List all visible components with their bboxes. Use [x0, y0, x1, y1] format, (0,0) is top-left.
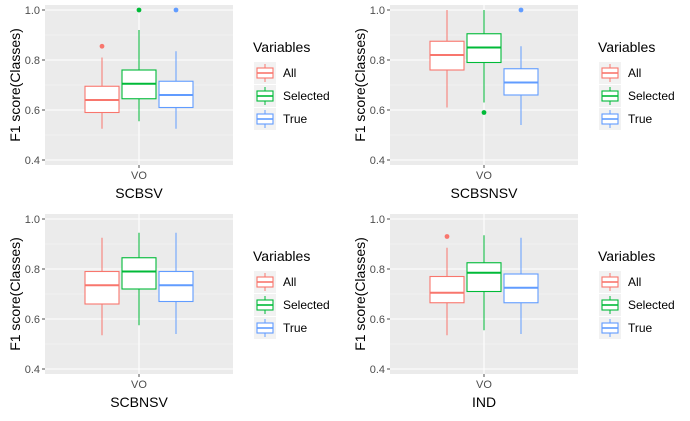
box-selected [121, 7, 157, 122]
box-all [84, 43, 120, 129]
legend: Variables All Selected True [598, 248, 675, 339]
y-tick-label: 0.6 [370, 314, 385, 326]
box-iqr [429, 275, 465, 304]
chart-panel-2: 0.4 0.6 0.8 1.0 VO SCBSNSV F1 score(Classes) Va… [352, 5, 675, 201]
y-tick-label: 0.8 [25, 264, 40, 276]
y-tick-label: 1.0 [25, 5, 40, 17]
legend-label-all: All [283, 66, 296, 80]
box-true [503, 7, 539, 125]
x-tick-label: VO [476, 170, 492, 182]
x-axis-title: IND [472, 394, 496, 410]
x-tick-label: VO [131, 170, 147, 182]
y-tick-label: 0.6 [25, 314, 40, 326]
box-all [429, 10, 465, 108]
box-true [503, 237, 539, 334]
y-axis-title: F1 score(Classes) [352, 28, 368, 142]
chart-panel-1: 0.4 0.6 0.8 1.0 VO SCBSV F1 score(Classes) Vari… [7, 5, 330, 201]
y-tick-label: 0.4 [370, 155, 385, 167]
legend-label-selected: Selected [628, 89, 675, 103]
legend-title: Variables [598, 248, 655, 264]
box-true [158, 7, 194, 129]
legend-label-true: True [628, 321, 653, 335]
box-selected [466, 235, 502, 331]
y-tick-label: 0.6 [25, 105, 40, 117]
legend-label-all: All [628, 275, 641, 289]
outlier-point [481, 110, 487, 115]
legend-label-all: All [628, 66, 641, 80]
box-all [429, 234, 465, 336]
y-tick-label: 0.8 [25, 55, 40, 67]
legend: Variables All Selected True [253, 39, 330, 130]
legend-label-selected: Selected [283, 89, 330, 103]
x-tick-label: VO [131, 379, 147, 391]
box-selected [466, 10, 502, 115]
outlier-point [136, 7, 142, 13]
y-tick-label: 0.4 [25, 155, 40, 167]
legend-title: Variables [598, 39, 655, 55]
box-iqr [121, 257, 157, 290]
legend-label-selected: Selected [628, 298, 675, 312]
y-tick-label: 1.0 [370, 214, 385, 226]
x-tick-label: VO [476, 379, 492, 391]
legend-title: Variables [253, 248, 310, 264]
box-iqr [158, 270, 194, 303]
y-tick-label: 0.6 [370, 105, 385, 117]
legend-label-true: True [628, 112, 653, 126]
legend: Variables All Selected True [598, 39, 675, 130]
legend: Variables All Selected True [253, 248, 330, 339]
y-tick-label: 1.0 [370, 5, 385, 17]
y-tick-label: 0.4 [370, 364, 385, 376]
y-axis-title: F1 score(Classes) [7, 237, 23, 351]
box-selected [121, 232, 157, 326]
chart-panel-4: 0.4 0.6 0.8 1.0 VO IND F1 score(Classes) Variab… [352, 214, 675, 410]
y-tick-label: 0.8 [370, 55, 385, 67]
legend-label-true: True [283, 321, 308, 335]
legend-label-true: True [283, 112, 308, 126]
legend-title: Variables [253, 39, 310, 55]
box-iqr [466, 262, 502, 293]
outlier-point [444, 234, 450, 239]
x-axis-title: SCBSV [115, 185, 163, 201]
outlier-point [173, 7, 179, 13]
outlier-point [518, 7, 524, 13]
outlier-point [99, 43, 105, 49]
box-iqr [84, 270, 120, 305]
y-axis-title: F1 score(Classes) [352, 237, 368, 351]
x-axis-title: SCBSNSV [451, 185, 519, 201]
y-tick-label: 1.0 [25, 214, 40, 226]
chart-panel-3: 0.4 0.6 0.8 1.0 VO SCBNSV F1 score(Classes) Var… [7, 214, 330, 410]
y-tick-label: 0.8 [370, 264, 385, 276]
box-true [158, 232, 194, 334]
x-axis-title: SCBNSV [110, 394, 168, 410]
legend-label-selected: Selected [283, 298, 330, 312]
box-all [84, 237, 120, 336]
y-tick-label: 0.4 [25, 364, 40, 376]
legend-label-all: All [283, 275, 296, 289]
y-axis-title: F1 score(Classes) [7, 28, 23, 142]
